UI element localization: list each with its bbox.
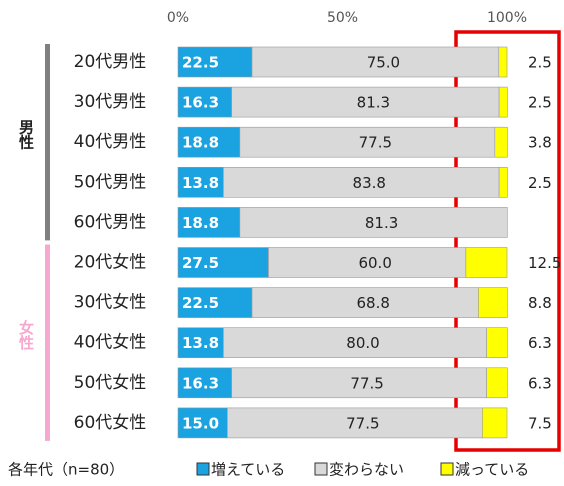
bar-segment bbox=[486, 367, 508, 399]
note: 各年代（n=80） bbox=[8, 461, 124, 479]
x-tick-label: 0% bbox=[167, 10, 189, 26]
category-label: 50代女性 bbox=[74, 373, 147, 393]
group-label: 女性 bbox=[17, 319, 35, 351]
category-label: 60代女性 bbox=[74, 413, 147, 433]
value-label: 15.0 bbox=[182, 414, 219, 432]
bar-segment bbox=[227, 407, 483, 439]
value-label: 77.5 bbox=[350, 374, 383, 392]
bar-segment bbox=[231, 367, 487, 399]
x-tick-label: 50% bbox=[327, 10, 358, 26]
value-label: 2.5 bbox=[528, 54, 552, 72]
value-label: 7.5 bbox=[528, 414, 552, 432]
value-label: 3.8 bbox=[528, 134, 552, 152]
value-label: 2.5 bbox=[528, 174, 552, 192]
category-label: 50代男性 bbox=[74, 172, 147, 192]
value-label: 80.0 bbox=[346, 334, 379, 352]
category-label: 40代男性 bbox=[74, 132, 147, 152]
value-label: 81.3 bbox=[357, 94, 390, 112]
bar-segment bbox=[177, 126, 241, 158]
bar-segment bbox=[486, 327, 508, 359]
legend-label: 変わらない bbox=[329, 461, 404, 479]
value-label: 6.3 bbox=[528, 334, 552, 352]
bar-segment bbox=[177, 287, 253, 318]
legend-swatch bbox=[196, 462, 210, 476]
value-label: 12.5 bbox=[528, 254, 561, 272]
legend-swatch bbox=[314, 462, 328, 476]
bar-segment bbox=[177, 367, 232, 399]
bar-segment bbox=[498, 167, 508, 198]
bar-segment bbox=[177, 167, 224, 198]
bar-segment bbox=[251, 46, 500, 78]
value-label: 16.3 bbox=[182, 94, 219, 112]
value-label: 22.5 bbox=[182, 54, 219, 72]
value-label: 2.5 bbox=[528, 94, 552, 112]
value-label: 83.8 bbox=[353, 174, 386, 192]
bar-segment bbox=[177, 46, 253, 78]
group-bar bbox=[45, 244, 50, 441]
x-tick-label: 100% bbox=[487, 10, 527, 26]
category-label: 30代女性 bbox=[74, 293, 147, 313]
bar-segment bbox=[251, 287, 479, 318]
value-label: 68.8 bbox=[356, 294, 389, 312]
value-label: 22.5 bbox=[182, 294, 219, 312]
category-label: 20代男性 bbox=[74, 52, 147, 72]
value-label: 77.5 bbox=[346, 414, 379, 432]
bar-segment bbox=[223, 327, 487, 359]
bar-segment bbox=[478, 287, 508, 318]
bar-segment bbox=[231, 86, 500, 118]
value-label: 81.3 bbox=[365, 214, 398, 232]
category-label: 60代男性 bbox=[74, 212, 147, 232]
value-label: 16.3 bbox=[182, 374, 219, 392]
bar-segment bbox=[177, 327, 224, 359]
bar-segment bbox=[223, 167, 500, 198]
group-label: 男性 bbox=[17, 119, 35, 150]
value-label: 60.0 bbox=[358, 254, 391, 272]
value-label: 77.5 bbox=[359, 134, 392, 152]
bar-segment bbox=[465, 247, 508, 278]
legend-label: 減っている bbox=[455, 461, 529, 479]
bar-segment bbox=[177, 207, 241, 238]
value-label: 18.8 bbox=[182, 214, 219, 232]
value-label: 13.8 bbox=[182, 174, 219, 192]
value-label: 8.8 bbox=[528, 294, 552, 312]
bar-segment bbox=[268, 247, 467, 278]
highlight-box bbox=[454, 30, 561, 452]
category-label: 40代女性 bbox=[74, 333, 147, 353]
value-label: 27.5 bbox=[182, 254, 219, 272]
bar-segment bbox=[177, 407, 228, 439]
value-label: 18.8 bbox=[182, 134, 219, 152]
bar-segment bbox=[498, 46, 508, 78]
group-bar bbox=[45, 44, 50, 241]
bar-segment bbox=[239, 207, 508, 238]
value-label: 13.8 bbox=[182, 334, 219, 352]
value-label: 75.0 bbox=[367, 54, 400, 72]
bar-segment bbox=[482, 407, 508, 439]
value-label: 6.3 bbox=[528, 374, 552, 392]
bar-segment bbox=[239, 126, 496, 158]
bar-segment bbox=[177, 247, 269, 278]
category-label: 20代女性 bbox=[74, 253, 147, 273]
legend-label: 増えている bbox=[211, 461, 285, 479]
category-label: 30代男性 bbox=[74, 92, 147, 112]
bar-segment bbox=[498, 86, 508, 118]
legend-swatch bbox=[440, 462, 454, 476]
bar-segment bbox=[494, 126, 508, 158]
